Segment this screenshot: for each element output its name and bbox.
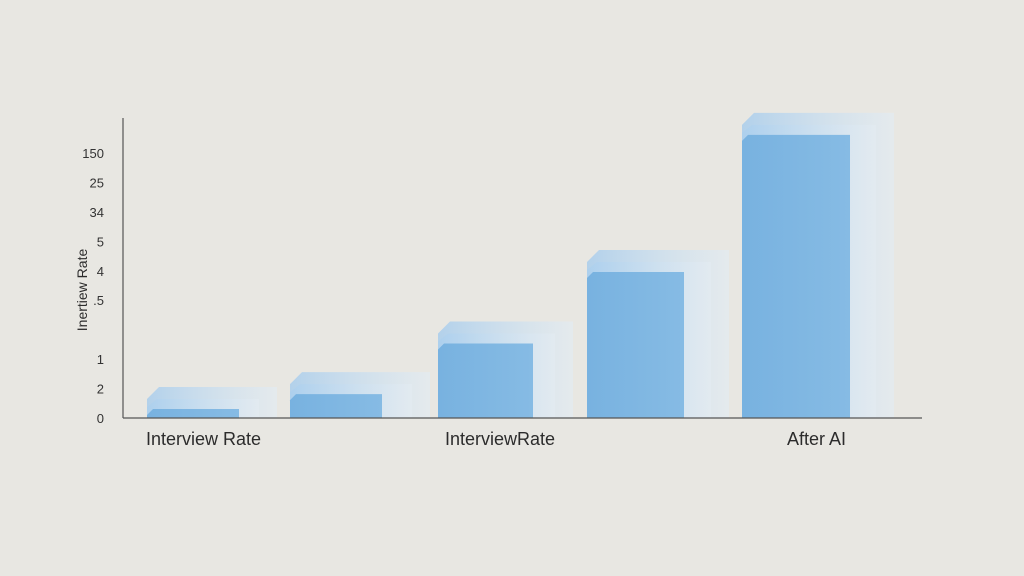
axes [122,118,922,419]
y-tick-label: 4 [97,264,104,279]
y-tick-labels: 0 2 1 .5 4 5 34 25 150 [82,146,104,426]
y-tick-label: 2 [97,382,104,397]
y-tick-label: 0 [97,411,104,426]
y-tick-label: 5 [97,234,104,249]
bar-front-face [147,409,239,418]
bar [290,372,430,418]
category-label-1: Interview Rate [146,429,261,449]
y-tick-label: 1 [97,352,104,367]
bars-layer [147,112,894,419]
y-tick-label: .5 [93,293,104,308]
category-label-2: InterviewRate [445,429,555,449]
y-tick-label: 150 [82,146,104,161]
y-tick-label: 34 [90,205,104,220]
category-label-3: After AI [787,429,846,449]
bar [147,387,277,418]
category-labels: Interview Rate InterviewRate After AI [146,429,846,449]
bar-front-face [742,134,850,418]
bar-front-face [438,343,533,418]
bar [438,321,573,418]
bar-front-face [290,394,382,418]
bar [587,249,729,418]
bar-front-face [587,271,684,418]
y-axis-title: Inertiew Rate [74,249,90,332]
bar [742,112,894,419]
y-tick-label: 25 [90,175,104,190]
